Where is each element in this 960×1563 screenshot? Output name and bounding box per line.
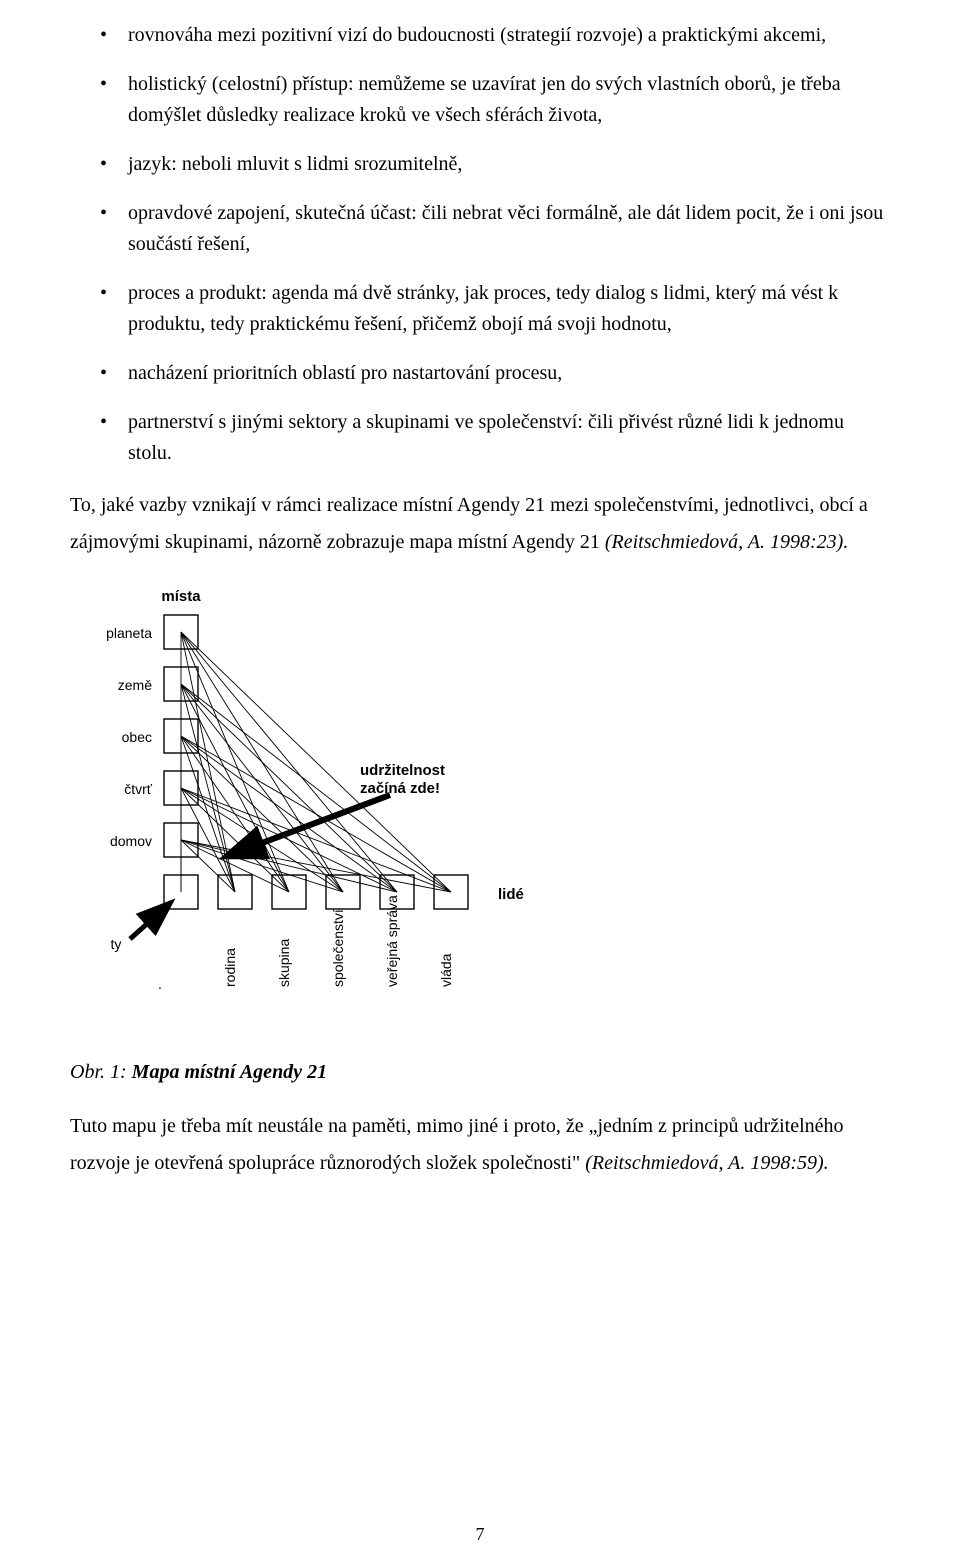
caption-title: Mapa místní Agendy 21: [132, 1061, 327, 1083]
svg-text:planeta: planeta: [106, 625, 152, 641]
bullet-item: nacházení prioritních oblastí pro nastar…: [70, 358, 890, 389]
svg-text:místa: místa: [161, 588, 201, 605]
bullet-item: opravdové zapojení, skutečná účast: čili…: [70, 198, 890, 260]
svg-text:veřejná správa: veřejná správa: [384, 895, 400, 987]
svg-text:ty: ty: [111, 936, 122, 952]
caption-prefix: Obr. 1:: [70, 1061, 132, 1083]
svg-text:lidé: lidé: [498, 886, 524, 903]
svg-text:.: .: [158, 976, 162, 992]
svg-text:udržitelnost: udržitelnost: [360, 762, 445, 779]
svg-text:domov: domov: [110, 833, 152, 849]
bullet-item: holistický (celostní) přístup: nemůžeme …: [70, 69, 890, 131]
bullet-item: rovnováha mezi pozitivní vizí do budoucn…: [70, 20, 890, 51]
paragraph-citation: (Reitschmiedová, A. 1998:23).: [605, 531, 848, 553]
bullet-item: proces a produkt: agenda má dvě stránky,…: [70, 278, 890, 340]
paragraph-closing: Tuto mapu je třeba mít neustále na pamět…: [70, 1108, 890, 1182]
figure-caption: Obr. 1: Mapa místní Agendy 21: [70, 1061, 890, 1084]
svg-text:čtvrť: čtvrť: [124, 781, 153, 797]
paragraph-intro: To, jaké vazby vznikají v rámci realizac…: [70, 487, 890, 561]
svg-text:začíná zde!: začíná zde!: [360, 780, 440, 797]
svg-text:společenství: společenství: [330, 909, 346, 987]
diagram-agenda21-map: místa planeta země obec čtvrť domov rodina skup…: [60, 575, 890, 1035]
svg-text:vláda: vláda: [438, 953, 454, 987]
svg-text:obec: obec: [122, 729, 152, 745]
bullet-list: rovnováha mezi pozitivní vizí do budoucn…: [70, 20, 890, 469]
diagram-svg: místa planeta země obec čtvrť domov rodina skup…: [60, 575, 620, 1035]
svg-text:rodina: rodina: [222, 948, 238, 987]
svg-text:země: země: [118, 677, 152, 693]
svg-text:skupina: skupina: [276, 939, 292, 987]
paragraph-citation: (Reitschmiedová, A. 1998:59).: [585, 1152, 828, 1174]
page-number: 7: [0, 1524, 960, 1545]
bullet-item: partnerství s jinými sektory a skupinami…: [70, 407, 890, 469]
bullet-item: jazyk: neboli mluvit s lidmi srozumiteln…: [70, 149, 890, 180]
document-page: rovnováha mezi pozitivní vizí do budoucn…: [0, 0, 960, 1563]
